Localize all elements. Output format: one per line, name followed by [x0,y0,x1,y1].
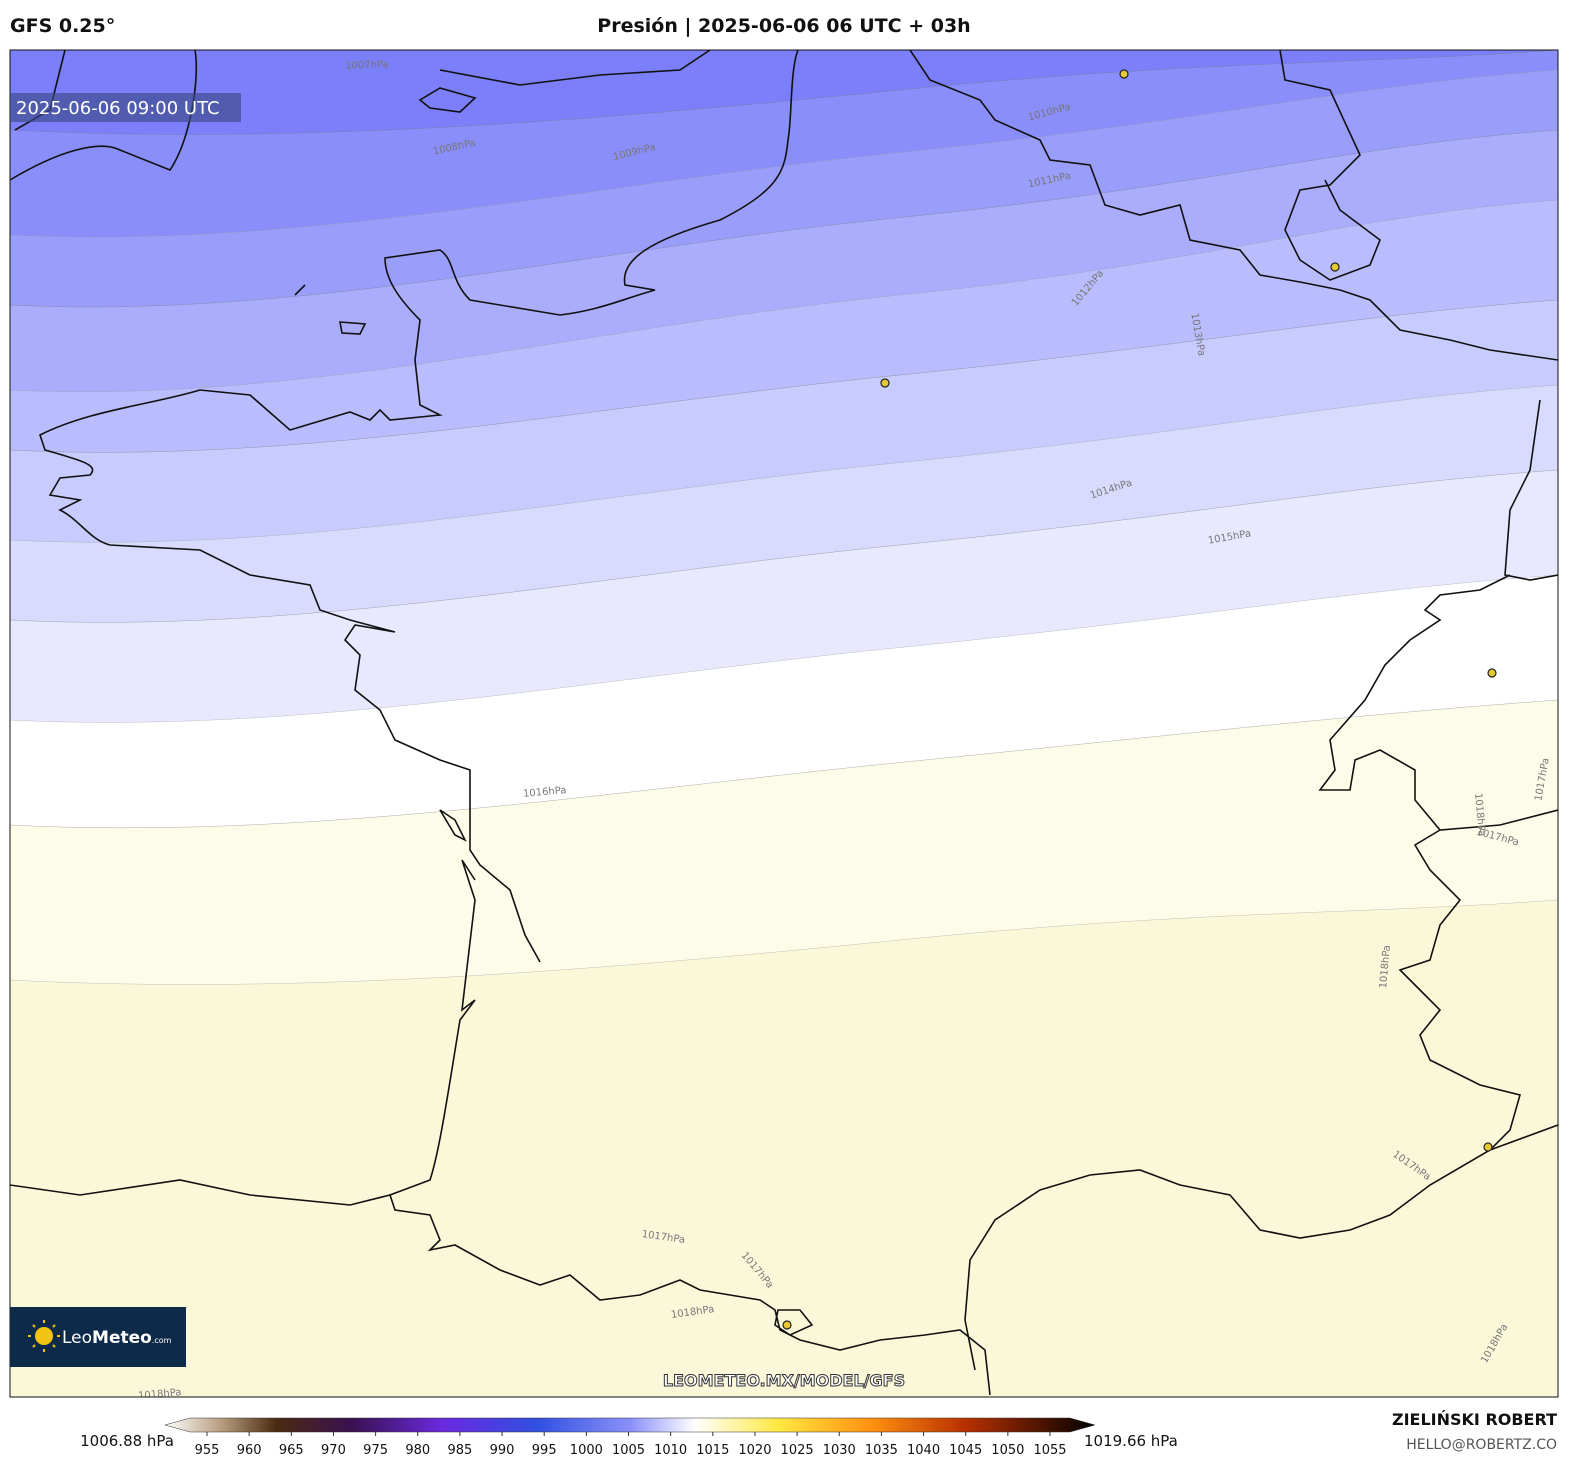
logo-rays [28,1320,60,1352]
city-marker [880,378,890,388]
city-marker [1330,262,1340,272]
city-marker [1483,1142,1493,1152]
logo-sun [35,1327,53,1345]
border [1279,50,1381,281]
pressure-band [10,899,1558,1397]
colorbar-tick-label: 1055 [1033,1443,1066,1458]
colorbar-tick-label: 1050 [991,1443,1024,1458]
colorbar-tick-label: 1000 [570,1443,603,1458]
city-marker [782,1320,792,1330]
colorbar-tick-label: 955 [195,1443,220,1458]
logo-domain: .com [152,1336,172,1345]
border [10,1179,391,1206]
credit-email: HELLO@ROBERTZ.CO [1406,1437,1557,1453]
border [964,399,1558,1371]
model-name: GFS 0.25° [10,15,115,37]
coastlines [10,50,1558,1396]
colorbar-tick-label: 980 [405,1443,430,1458]
colorbar-ticks: 955 960 965 970 975 980 985 990 995 1000 1005 1010 1… [195,1432,1067,1458]
colorbar-tick-label: 985 [447,1443,472,1458]
contour-label: 1016hPa [523,785,567,800]
contour-label: 1018hPa [138,1387,182,1402]
colorbar-tick-label: 995 [532,1443,557,1458]
colorbar-tick-label: 990 [490,1443,515,1458]
colorbar-min: 1006.88 hPa [80,1432,174,1450]
time-box [10,93,241,122]
colorbar-tick-label: 1010 [654,1443,687,1458]
colorbar-tick-label: 975 [363,1443,388,1458]
logo-text: LeoMeteo.com [62,1328,172,1348]
city-marker [1487,668,1497,678]
colorbar-tick-label: 1025 [781,1443,814,1458]
colorbar-tick-label: 1040 [907,1443,940,1458]
contour-label: 1007hPa [345,59,389,72]
coastline [39,50,991,1396]
contour-label: 1018hPa [1378,945,1393,989]
colorbar-tick-label: 1035 [865,1443,898,1458]
colorbar-tick-label: 1030 [823,1443,856,1458]
island [294,284,814,1336]
watermark: LEOMETEO.MX/MODEL/GFS [663,1371,905,1390]
logo-leo: Leo [62,1328,92,1348]
colorbar-tick-label: 1005 [612,1443,645,1458]
border [909,50,1558,361]
city-marker [1119,69,1129,79]
map-frame [9,49,1559,1398]
colorbar-max: 1019.66 hPa [1084,1432,1178,1450]
pressure-field [10,50,1558,1397]
cities [782,69,1497,1330]
colorbar-tick-label: 970 [321,1443,346,1458]
colorbar-tick-label: 1015 [696,1443,729,1458]
logo-meteo: Meteo [92,1328,152,1348]
colorbar [164,1417,1096,1433]
coastline [418,50,711,113]
colorbar-tick-label: 1045 [949,1443,982,1458]
coastline [10,50,198,181]
colorbar-tick-label: 1020 [738,1443,771,1458]
contour-label: 1018hPa [1472,793,1487,837]
colorbar-tick-label: 965 [279,1443,304,1458]
credit-name: ZIELIŃSKI ROBERT [1392,1410,1557,1429]
map-title: Presión | 2025-06-06 06 UTC + 03h [597,15,970,37]
valid-time: 2025-06-06 09:00 UTC [16,98,220,119]
colorbar-tick-label: 960 [237,1443,262,1458]
